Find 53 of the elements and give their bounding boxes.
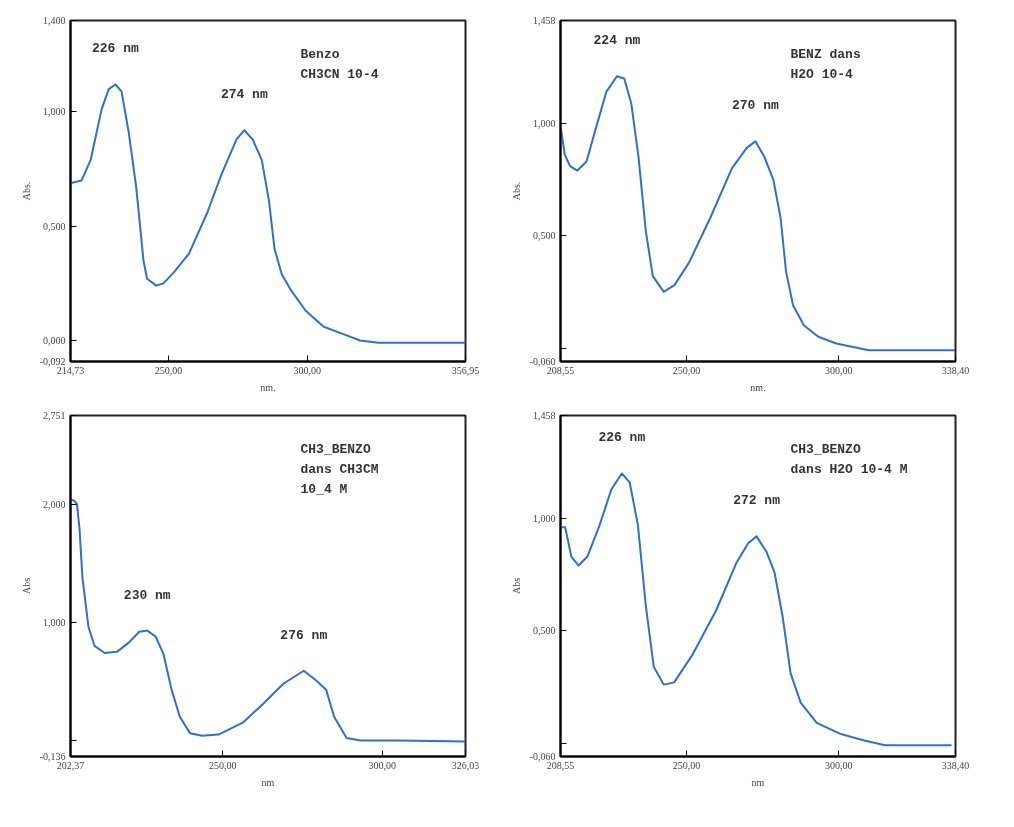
y-tick-label: 0,500 (533, 625, 556, 637)
annotation: 272 nm (733, 493, 781, 509)
y-tick-label: 1,000 (43, 616, 66, 628)
x-axis-title: nm (261, 776, 275, 788)
y-tick-label: -0,092 (39, 356, 66, 367)
y-tick-label: -0,060 (529, 751, 556, 762)
y-tick-label: 1,400 (43, 15, 66, 26)
y-tick-label: -0,136 (39, 751, 66, 762)
annotation: Benzo CH3CN 10-4 (300, 46, 379, 82)
y-tick-label: 1,000 (533, 117, 556, 129)
y-axis-title: Abs (510, 577, 522, 595)
y-tick-label: 0,500 (533, 230, 556, 242)
x-axis-title: nm (751, 776, 765, 788)
x-tick-label: 300,00 (293, 364, 322, 376)
x-tick-label: 250,00 (672, 364, 701, 376)
y-axis-title: Abs. (20, 181, 32, 201)
x-tick-label: 300,00 (368, 759, 397, 771)
y-tick-label: 0,000 (43, 334, 66, 346)
x-tick-label: 214,73 (56, 364, 85, 376)
y-tick-label: 1,458 (533, 410, 556, 421)
y-tick-label: 1,000 (43, 106, 66, 118)
y-tick-label: 2,000 (43, 498, 66, 510)
annotation: 224 nm (593, 33, 641, 49)
y-tick-label: 2,751 (43, 410, 66, 421)
annotation: BENZ dans H2O 10-4 (790, 46, 861, 82)
annotation: CH3_BENZO dans CH3CM 10_4 M (300, 441, 379, 497)
annotation: 226 nm (598, 430, 646, 446)
x-axis-title: nm. (750, 381, 766, 393)
annotation: 230 nm (123, 587, 171, 603)
annotation: CH3_BENZO dans H2O 10-4 M (790, 441, 908, 477)
x-axis-title: nm. (260, 381, 276, 393)
annotation: 270 nm (731, 98, 779, 114)
x-tick-label: 202,37 (56, 759, 85, 771)
x-tick-label: 208,55 (546, 759, 575, 771)
y-axis-title: Abs. (510, 181, 522, 201)
x-tick-label: 356,95 (451, 364, 480, 376)
annotation: 274 nm (220, 87, 268, 103)
y-axis-title: Abs (20, 577, 32, 595)
x-tick-label: 250,00 (154, 364, 183, 376)
y-tick-label: -0,060 (529, 356, 556, 367)
annotation: 276 nm (280, 627, 328, 643)
annotation: 226 nm (92, 41, 140, 57)
x-tick-label: 300,00 (824, 759, 853, 771)
x-tick-label: 250,00 (208, 759, 237, 771)
y-tick-label: 1,000 (533, 512, 556, 524)
x-tick-label: 250,00 (672, 759, 701, 771)
x-tick-label: 338,40 (941, 364, 970, 376)
y-tick-label: 0,500 (43, 220, 66, 232)
x-tick-label: 300,00 (824, 364, 853, 376)
y-tick-label: 1,458 (533, 15, 556, 26)
x-tick-label: 326,03 (451, 759, 480, 771)
x-tick-label: 338,40 (941, 759, 970, 771)
x-tick-label: 208,55 (546, 364, 575, 376)
